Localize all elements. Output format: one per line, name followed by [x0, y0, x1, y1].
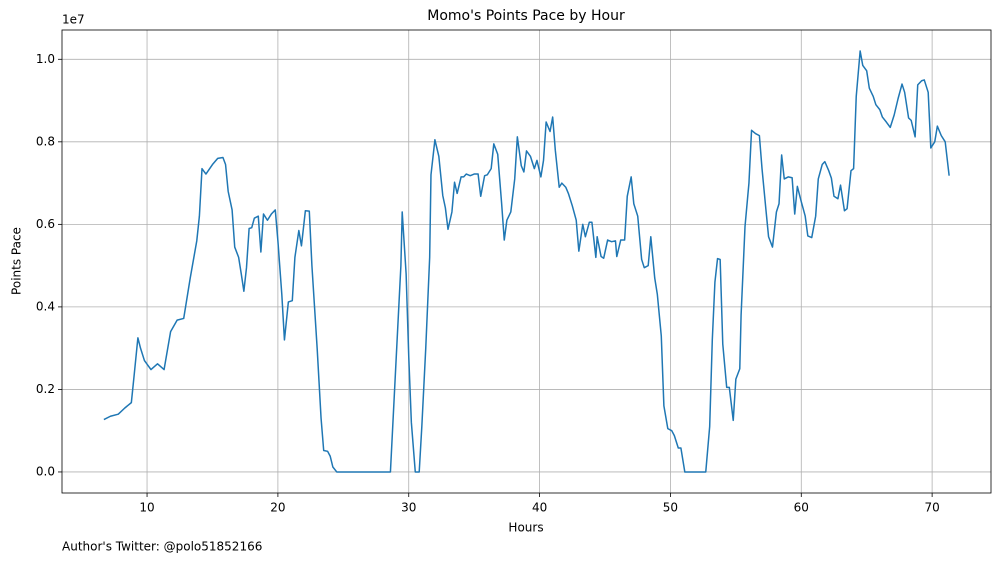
y-axis-label: Points Pace [10, 227, 24, 295]
y-tick-label: 0.2 [36, 382, 55, 396]
y-tick-label: 1.0 [36, 52, 55, 66]
plot-frame [61, 29, 992, 494]
y-tick-label: 0.6 [36, 217, 55, 231]
data-line [103, 50, 950, 473]
footer: Author's Twitter: @polo51852166 [62, 540, 262, 554]
x-tick-label: 50 [663, 501, 678, 515]
y-tick-label: 0.8 [36, 134, 55, 148]
y-offset-label: 1e7 [62, 13, 85, 27]
x-tick-label: 20 [270, 501, 285, 515]
x-tick-label: 60 [794, 501, 809, 515]
x-tick-label: 70 [924, 501, 939, 515]
y-tick-label: 0.0 [36, 464, 55, 478]
x-tick-label: 40 [532, 501, 547, 515]
x-tick-label: 30 [401, 501, 416, 515]
x-axis-label: Hours [508, 521, 543, 535]
chart-title: Momo's Points Pace by Hour [427, 8, 625, 24]
x-tick-label: 10 [139, 501, 154, 515]
y-tick-label: 0.4 [36, 299, 55, 313]
